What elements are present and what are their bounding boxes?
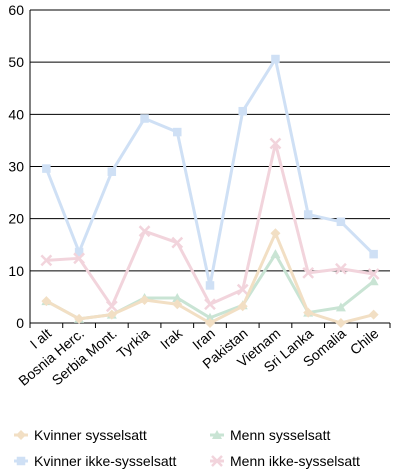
series-path <box>44 57 375 287</box>
y-tick-label: 10 <box>8 263 24 279</box>
series-lines <box>40 54 380 328</box>
y-tick-labels: 0 10 20 30 40 50 60 <box>8 2 24 331</box>
data-point <box>40 254 53 267</box>
data-point <box>238 106 247 116</box>
data-point <box>212 430 222 439</box>
gridlines <box>30 9 390 272</box>
data-point <box>138 225 151 238</box>
data-point <box>270 228 281 239</box>
data-point <box>271 54 280 64</box>
legend-label: Kvinner sysselsatt <box>34 427 147 443</box>
data-point <box>42 164 51 173</box>
legend-item: Menn ikke-sysselsatt <box>210 453 360 469</box>
data-point <box>171 236 184 249</box>
x-tick-label: Chile <box>347 325 382 358</box>
data-point <box>74 313 85 324</box>
y-tick-label: 0 <box>16 315 24 331</box>
legend: Kvinner sysselsatt Menn sysselsatt Kvinner… <box>14 427 360 469</box>
data-point <box>368 309 379 320</box>
data-point <box>367 268 380 280</box>
data-point <box>205 318 215 328</box>
data-point <box>303 307 314 318</box>
data-point <box>16 430 26 440</box>
legend-item: Kvinner ikke-sysselsatt <box>14 453 176 469</box>
data-point <box>302 267 315 279</box>
legend-item: Kvinner sysselsatt <box>14 427 147 443</box>
y-tick-label: 60 <box>8 2 24 18</box>
legend-label: Menn sysselsatt <box>230 427 330 443</box>
series-line <box>42 54 378 290</box>
legend-item: Menn sysselsatt <box>210 427 330 443</box>
data-point <box>335 318 346 328</box>
data-point <box>336 217 346 227</box>
legend-label: Kvinner ikke-sysselsatt <box>34 453 176 469</box>
data-point <box>73 252 85 265</box>
data-point <box>269 137 282 150</box>
data-point <box>236 283 249 296</box>
data-point <box>335 262 347 275</box>
data-point <box>105 300 118 313</box>
data-point <box>368 276 379 286</box>
data-point <box>172 292 183 302</box>
y-tick-label: 50 <box>8 54 24 70</box>
data-point <box>172 299 183 310</box>
series-line <box>40 137 380 313</box>
data-point <box>107 167 117 176</box>
legend-label: Menn ikke-sysselsatt <box>230 453 360 469</box>
data-point <box>140 114 149 123</box>
data-point <box>204 298 216 311</box>
data-point <box>41 296 52 307</box>
data-point <box>335 302 346 312</box>
data-point <box>205 312 215 322</box>
data-point <box>369 249 378 259</box>
y-tick-label: 40 <box>8 106 24 122</box>
data-point <box>303 210 313 219</box>
x-tick-label: Irak <box>157 324 186 352</box>
series-line <box>41 228 379 328</box>
data-point <box>237 301 248 312</box>
y-tick-label: 30 <box>8 159 24 175</box>
data-point <box>173 127 182 137</box>
data-point <box>16 456 26 466</box>
data-point <box>106 309 117 320</box>
data-point <box>74 247 84 257</box>
y-tick-label: 20 <box>8 211 24 227</box>
data-point <box>205 281 215 290</box>
x-tick-label: Tyrkia <box>114 325 153 361</box>
data-point <box>139 295 150 306</box>
data-point <box>211 455 223 467</box>
data-point <box>270 249 281 259</box>
